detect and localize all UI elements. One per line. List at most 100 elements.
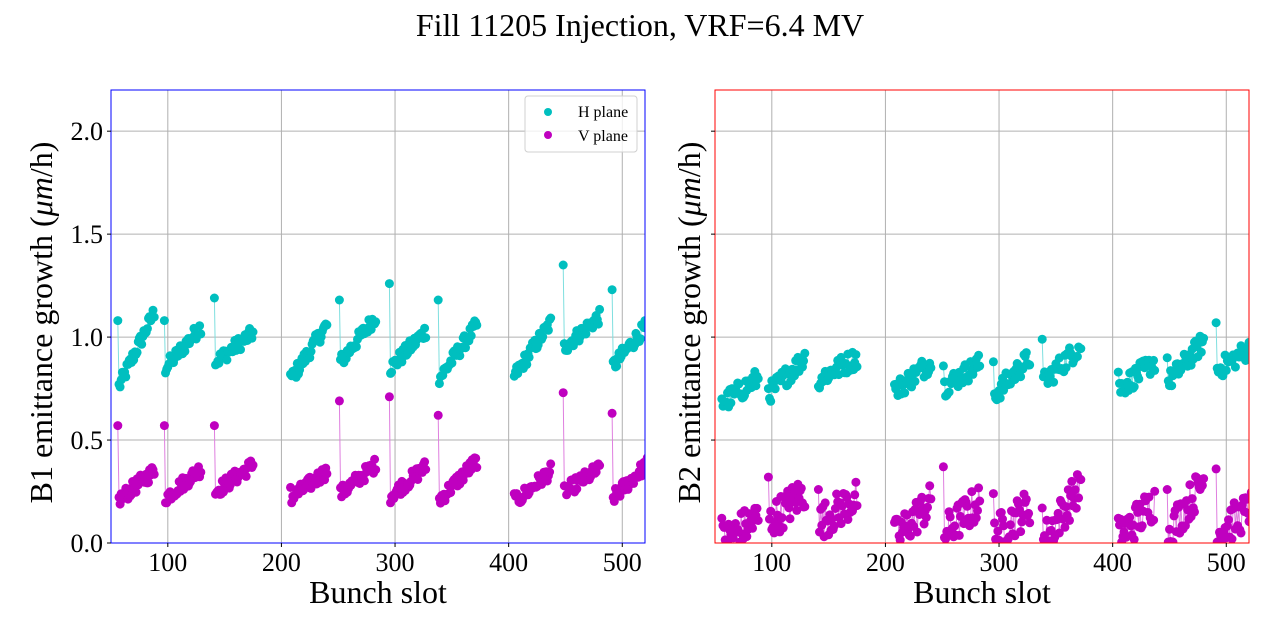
- data-point-v-plane: [421, 465, 431, 474]
- x-tick-label: 200: [262, 548, 301, 577]
- data-point-v-plane: [1187, 494, 1197, 504]
- data-point-h-plane: [1162, 353, 1172, 363]
- x-tick-label: 100: [752, 548, 791, 577]
- data-point-v-plane: [993, 526, 1003, 536]
- data-point-v-plane: [209, 421, 219, 431]
- data-point-v-plane: [609, 496, 619, 506]
- legend-box: [524, 95, 638, 153]
- data-point-h-plane: [384, 279, 394, 289]
- data-point-v-plane: [1245, 517, 1249, 527]
- data-point-h-plane: [974, 350, 984, 360]
- x-tick-labels-right: 100 200 300 400 500: [752, 543, 1246, 577]
- data-point-v-plane: [988, 489, 998, 499]
- y-tick-label: 1.5: [71, 220, 104, 249]
- data-point-h-plane: [595, 304, 605, 314]
- data-point-h-plane: [645, 311, 654, 320]
- data-point-v-plane: [144, 477, 153, 487]
- data-point-h-plane: [322, 320, 332, 330]
- data-point-v-plane: [742, 532, 752, 542]
- data-point-h-plane: [1250, 340, 1259, 349]
- data-point-v-plane: [472, 463, 482, 472]
- data-point-v-plane: [852, 501, 862, 511]
- data-point-v-plane: [926, 494, 936, 504]
- data-point-v-plane: [717, 513, 727, 523]
- data-point-h-plane: [1221, 365, 1231, 375]
- data-point-h-plane: [799, 356, 809, 366]
- data-point-v-plane: [1165, 524, 1174, 534]
- data-point-h-plane: [132, 347, 142, 357]
- data-point-h-plane: [351, 342, 361, 352]
- data-point-v-plane: [917, 492, 927, 502]
- legend-v-marker: [544, 131, 552, 139]
- data-point-v-plane: [837, 501, 847, 511]
- data-point-v-plane: [820, 498, 830, 508]
- data-point-v-plane: [990, 518, 999, 528]
- data-point-h-plane: [1072, 352, 1082, 362]
- data-point-v-plane: [641, 458, 645, 468]
- data-point-h-plane: [195, 321, 205, 331]
- data-point-h-plane: [1037, 334, 1047, 344]
- data-point-v-plane: [778, 523, 788, 533]
- data-point-v-plane: [591, 467, 601, 477]
- data-point-h-plane: [851, 350, 861, 360]
- y-axis-label-left-suffix: /h): [23, 142, 59, 178]
- data-point-v-plane: [998, 514, 1007, 524]
- data-point-v-plane: [640, 467, 645, 477]
- data-point-h-plane: [1113, 367, 1123, 377]
- data-point-h-plane: [753, 374, 763, 384]
- data-point-v-plane: [950, 521, 960, 531]
- data-point-v-plane: [196, 467, 206, 477]
- y-axis-label-left-unit: μm: [23, 177, 59, 217]
- legend: H plane V plane: [524, 95, 638, 153]
- data-point-h-plane: [1230, 362, 1240, 372]
- data-point-v-plane: [371, 465, 381, 475]
- data-point-v-plane: [945, 512, 955, 522]
- data-point-v-plane: [1190, 507, 1199, 517]
- data-point-h-plane: [558, 260, 568, 270]
- figure-title: Fill 11205 Injection, VRF=6.4 MV: [416, 7, 864, 43]
- data-point-v-plane: [322, 469, 332, 479]
- data-point-h-plane: [524, 352, 534, 362]
- y-tick-labels-left: 0.0 0.5 1.0 1.5 2.0: [71, 117, 111, 558]
- data-point-h-plane: [1134, 374, 1144, 384]
- data-point-h-plane: [1016, 372, 1026, 382]
- data-point-v-plane: [766, 506, 776, 516]
- data-point-v-plane: [1005, 520, 1015, 530]
- data-point-v-plane: [752, 503, 762, 513]
- data-point-v-plane: [607, 408, 617, 418]
- data-point-h-plane: [113, 316, 123, 326]
- y-axis-label-left-prefix: B1 emittance growth (: [23, 216, 59, 503]
- y-axis-label-right-unit: μm: [671, 177, 707, 217]
- data-point-h-plane: [466, 331, 476, 341]
- data-point-v-plane: [973, 506, 982, 516]
- data-point-h-plane: [636, 334, 645, 344]
- data-point-v-plane: [999, 521, 1009, 531]
- data-point-v-plane: [753, 516, 763, 525]
- data-point-h-plane: [1167, 381, 1177, 391]
- data-point-v-plane: [241, 471, 251, 481]
- data-point-h-plane: [1021, 348, 1031, 358]
- y-tick-label: 1.0: [71, 323, 104, 352]
- data-point-v-plane: [1150, 486, 1160, 496]
- data-point-h-plane: [612, 361, 622, 371]
- data-point-v-plane: [1236, 528, 1246, 538]
- plot-frame-left: [110, 89, 646, 544]
- data-point-v-plane: [971, 513, 981, 523]
- data-point-h-plane: [543, 325, 553, 335]
- y-axis-label-right-prefix: B2 emittance growth (: [671, 216, 707, 503]
- data-point-v-plane: [895, 535, 905, 543]
- y-axis-label-right: B2 emittance growth (μm/h): [671, 142, 707, 504]
- data-point-h-plane: [646, 314, 655, 323]
- data-point-v-plane: [777, 513, 787, 523]
- data-point-h-plane: [433, 295, 443, 305]
- data-point-v-plane: [572, 484, 582, 494]
- data-point-h-plane: [770, 384, 780, 394]
- data-point-v-plane: [1129, 534, 1139, 543]
- data-point-h-plane: [1199, 333, 1209, 343]
- x-axis-label-left: Bunch slot: [309, 574, 447, 610]
- data-point-v-plane: [728, 533, 738, 543]
- data-point-v-plane: [792, 505, 802, 515]
- data-point-h-plane: [461, 343, 470, 353]
- data-point-v-plane: [545, 467, 555, 477]
